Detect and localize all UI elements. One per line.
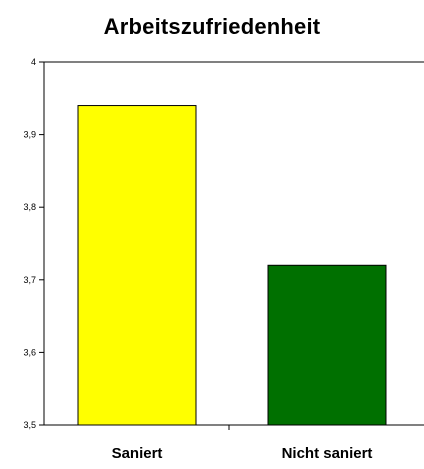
y-tick-label: 3,9: [23, 130, 36, 140]
y-tick-label: 3,7: [23, 275, 36, 285]
y-tick-label: 3,8: [23, 202, 36, 212]
chart-bars: [77, 105, 387, 426]
bar: [77, 105, 197, 426]
bar: [267, 264, 387, 426]
chart-title: Arbeitszufriedenheit: [103, 14, 321, 39]
chart-labels: Saniert Nicht saniert: [112, 445, 373, 462]
y-tick-label: 3,5: [23, 420, 36, 430]
x-category-label: Nicht saniert: [282, 445, 373, 462]
x-category-label: Saniert: [112, 445, 163, 462]
y-tick-label: 3,6: [23, 347, 36, 357]
y-tick-label: 4: [31, 57, 36, 67]
